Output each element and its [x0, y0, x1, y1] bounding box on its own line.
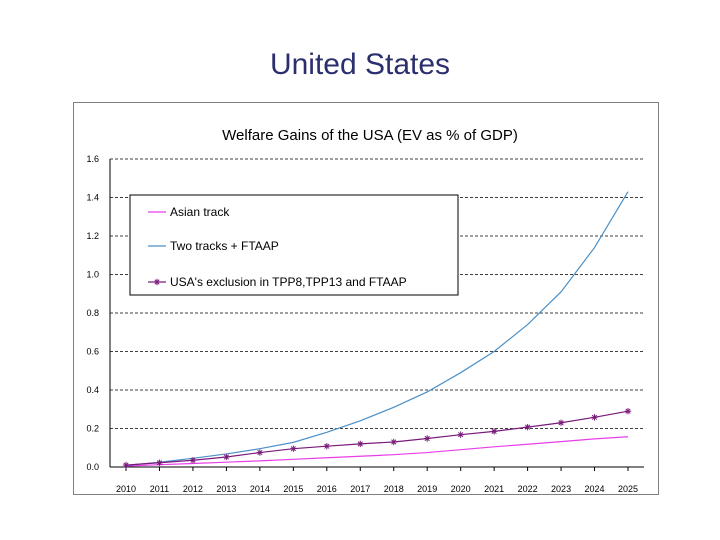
data-point	[156, 459, 163, 466]
data-point	[524, 423, 531, 431]
y-tick-label: 0.2	[86, 424, 99, 434]
data-point	[424, 435, 431, 442]
y-tick-label: 1.2	[86, 231, 99, 241]
chart-title: Welfare Gains of the USA (EV as % of GDP…	[222, 127, 518, 144]
data-point	[490, 428, 498, 435]
x-tick-label: 2025	[618, 484, 638, 494]
x-tick-label: 2020	[451, 484, 471, 494]
data-point	[122, 461, 130, 469]
legend-box	[129, 194, 459, 296]
series-group	[122, 191, 632, 469]
legend-label: Two tracks + FTAAP	[170, 239, 279, 253]
x-tick-label: 2019	[417, 484, 437, 494]
y-tick-label: 0.0	[86, 462, 99, 472]
x-tick-label: 2014	[250, 484, 270, 494]
data-point	[557, 419, 565, 426]
y-tick-label: 1.6	[86, 154, 99, 164]
y-tick-label: 1.4	[86, 193, 99, 203]
y-tick-label: 0.6	[86, 347, 99, 357]
x-tick-label: 2016	[317, 484, 337, 494]
chart-frame: Welfare Gains of the USA (EV as % of GDP…	[73, 102, 659, 495]
data-point	[357, 440, 364, 448]
data-point	[591, 414, 598, 421]
x-tick-label: 2011	[150, 484, 169, 494]
x-tick-label: 2018	[384, 484, 404, 494]
slide-title: United States	[269, 48, 451, 81]
y-tick-labels: 0.0 0.2 0.4 0.6 0.8 1.0 1.2 1.4 1.6	[86, 154, 99, 472]
x-tick-label: 2024	[585, 484, 605, 494]
x-tick-label: 2023	[551, 484, 571, 494]
data-point	[457, 431, 464, 438]
legend-marker	[153, 278, 161, 286]
series-line-1	[125, 436, 629, 467]
x-tick-labels: 2010 2011 2012 2013 2014 2015 2016 2017 2018 2019…	[116, 467, 638, 494]
x-tick-label: 2012	[183, 484, 203, 494]
y-tick-label: 1.0	[86, 270, 99, 280]
legend-label: USA's exclusion in TPP8,TPP13 and FTAAP	[170, 275, 407, 289]
data-point	[223, 453, 230, 461]
axes	[109, 159, 644, 468]
data-point	[323, 443, 330, 450]
legend: Asian track Two tracks + FTAAP USA's exclu…	[129, 194, 459, 296]
x-tick-label: 2017	[350, 484, 370, 494]
data-point	[290, 445, 297, 452]
data-point	[624, 407, 632, 415]
x-tick-label: 2015	[283, 484, 303, 494]
data-point	[390, 438, 397, 446]
x-tick-label: 2013	[216, 484, 236, 494]
x-tick-label: 2021	[484, 484, 504, 494]
x-tick-label: 2022	[518, 484, 538, 494]
x-tick-label: 2010	[116, 484, 136, 494]
legend-label: Asian track	[170, 205, 230, 219]
data-point	[256, 449, 264, 456]
series-line-3	[125, 410, 629, 466]
data-point	[189, 457, 197, 464]
series-line-2	[125, 191, 629, 467]
y-tick-label: 0.4	[86, 385, 99, 395]
line-chart: Welfare Gains of the USA (EV as % of GDP…	[86, 127, 644, 494]
y-tick-label: 0.8	[86, 308, 99, 318]
